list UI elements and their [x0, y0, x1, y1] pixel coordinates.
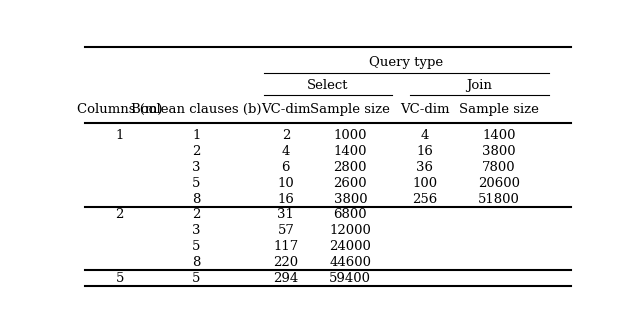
Text: 16: 16 — [277, 193, 294, 205]
Text: 36: 36 — [416, 161, 433, 174]
Text: 10: 10 — [278, 177, 294, 190]
Text: Boolean clauses (b): Boolean clauses (b) — [131, 103, 262, 116]
Text: 24000: 24000 — [330, 240, 371, 253]
Text: 294: 294 — [273, 272, 298, 285]
Text: 57: 57 — [277, 224, 294, 237]
Text: 5: 5 — [193, 240, 201, 253]
Text: 1000: 1000 — [333, 129, 367, 142]
Text: 256: 256 — [412, 193, 437, 205]
Text: 6: 6 — [282, 161, 290, 174]
Text: 3: 3 — [192, 224, 201, 237]
Text: 8: 8 — [193, 256, 201, 269]
Text: 31: 31 — [277, 208, 294, 221]
Text: Sample size: Sample size — [459, 103, 539, 116]
Text: Join: Join — [467, 79, 492, 92]
Text: 16: 16 — [416, 145, 433, 158]
Text: 1: 1 — [193, 129, 201, 142]
Text: 8: 8 — [193, 193, 201, 205]
Text: Select: Select — [307, 79, 349, 92]
Text: 2: 2 — [193, 145, 201, 158]
Text: 2600: 2600 — [333, 177, 367, 190]
Text: 7800: 7800 — [483, 161, 516, 174]
Text: 1400: 1400 — [333, 145, 367, 158]
Text: Query type: Query type — [369, 56, 443, 69]
Text: 51800: 51800 — [478, 193, 520, 205]
Text: 20600: 20600 — [478, 177, 520, 190]
Text: 3800: 3800 — [333, 193, 367, 205]
Text: 5: 5 — [193, 177, 201, 190]
Text: 12000: 12000 — [330, 224, 371, 237]
Text: 1: 1 — [115, 129, 124, 142]
Text: 3: 3 — [192, 161, 201, 174]
Text: 2800: 2800 — [333, 161, 367, 174]
Text: 1400: 1400 — [483, 129, 516, 142]
Text: 4: 4 — [420, 129, 429, 142]
Text: 44600: 44600 — [330, 256, 371, 269]
Text: 3800: 3800 — [483, 145, 516, 158]
Text: Columns (m): Columns (m) — [77, 103, 163, 116]
Text: 2: 2 — [193, 208, 201, 221]
Text: 5: 5 — [115, 272, 124, 285]
Text: 6800: 6800 — [333, 208, 367, 221]
Text: 100: 100 — [412, 177, 437, 190]
Text: 4: 4 — [282, 145, 290, 158]
Text: Sample size: Sample size — [310, 103, 390, 116]
Text: 2: 2 — [282, 129, 290, 142]
Text: 117: 117 — [273, 240, 298, 253]
Text: 220: 220 — [273, 256, 298, 269]
Text: 59400: 59400 — [330, 272, 371, 285]
Text: 5: 5 — [193, 272, 201, 285]
Text: VC-dim: VC-dim — [400, 103, 449, 116]
Text: 2: 2 — [115, 208, 124, 221]
Text: VC-dim: VC-dim — [261, 103, 310, 116]
